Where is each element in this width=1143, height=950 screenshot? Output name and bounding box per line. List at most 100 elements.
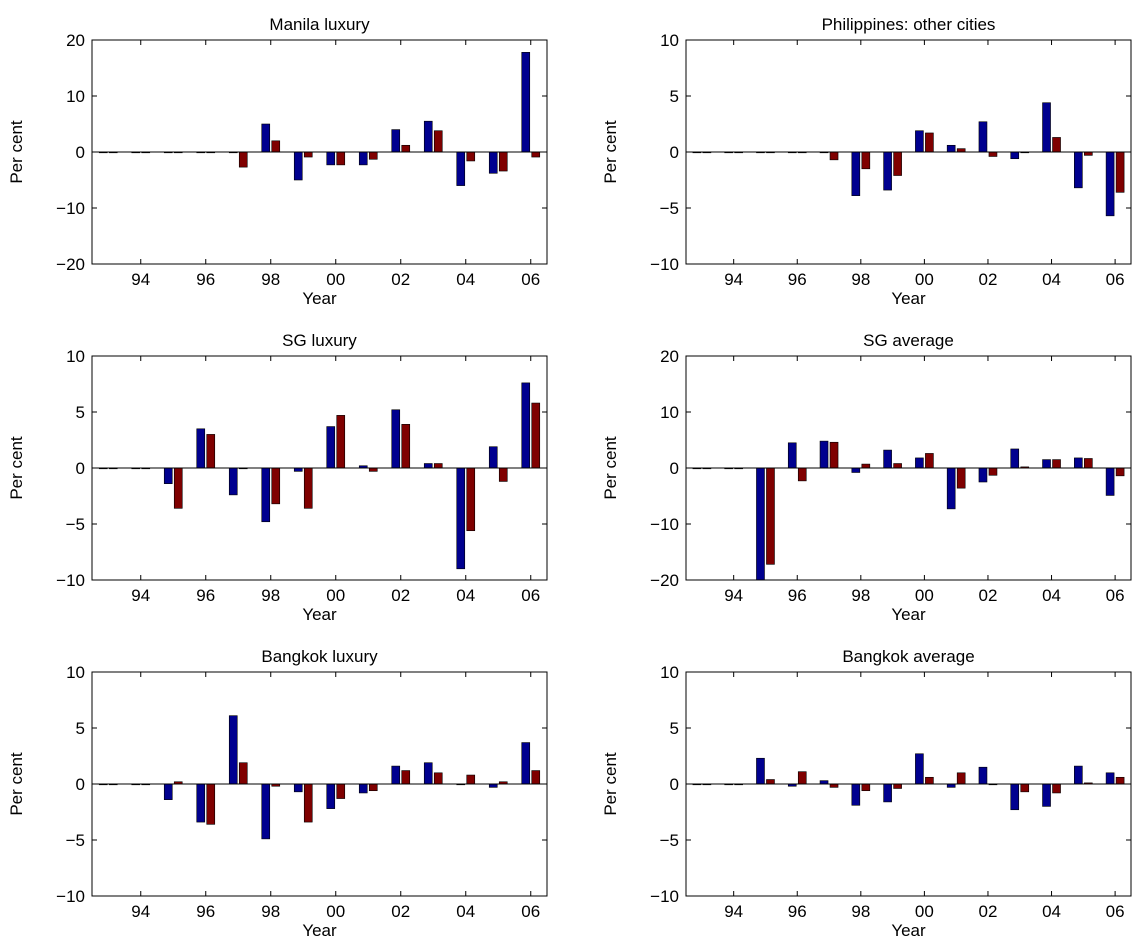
bar-series-1-04 [456,151,466,186]
bar-series-2-97 [238,762,248,785]
bar-series-1-02 [391,409,401,469]
bar-series-1-04 [1042,783,1051,807]
bar-series-1-02 [391,765,401,785]
bar-series-1-95 [756,757,765,785]
bar-series-2-06 [1115,467,1125,477]
x-tick-label: 94 [131,270,150,289]
bar-series-2-99 [893,151,902,176]
bar-series-2-97 [238,151,248,168]
x-tick-label: 02 [391,270,410,289]
y-tick-label: 10 [660,663,679,682]
bar-series-2-04 [1052,137,1061,153]
x-tick-label: 96 [196,270,215,289]
chart-panel-1: −20 −10 0 10 20 94 96 98 00 02 04 06 Manila luxury Ye… [7,15,548,308]
bar-series-2-99 [303,783,313,823]
x-tick-label: 00 [326,586,345,605]
y-tick-label: 0 [76,775,85,794]
x-tick-label: 96 [788,902,807,921]
chart-panel-4: −20 −10 0 10 20 94 96 98 00 02 04 06 SG average Year P… [601,331,1132,624]
x-tick-label: 98 [851,902,870,921]
y-tick-label: 10 [66,87,85,106]
chart-title: Manila luxury [269,15,370,34]
bar-series-2-06 [531,770,541,785]
y-axis-label: Per cent [7,752,26,816]
x-tick-label: 94 [724,902,743,921]
y-tick-label: −10 [56,571,85,590]
x-tick-label: 98 [851,270,870,289]
x-tick-label: 02 [979,270,998,289]
bar-series-1-03 [423,120,433,153]
bar-series-1-00 [326,151,336,166]
bar-series-1-97 [819,780,829,785]
x-tick-label: 04 [456,270,475,289]
bar-series-2-04 [466,151,476,162]
x-tick-label: 04 [1042,902,1061,921]
bar-series-2-95 [173,467,183,509]
x-axis-label: Year [302,289,337,308]
x-tick-label: 06 [1106,902,1125,921]
bar-series-1-00 [915,130,924,153]
y-tick-label: 10 [660,403,679,422]
bar-series-2-01 [368,783,378,792]
bar-series-1-98 [851,783,861,806]
chart-panel-3: −10 −5 0 5 10 94 96 98 00 02 04 06 SG luxury Year Per … [7,331,548,624]
y-tick-label: −5 [66,831,85,850]
x-axis-label: Year [302,921,337,940]
y-tick-label: −10 [650,515,679,534]
bar-series-2-99 [303,467,313,509]
bar-series-1-97 [228,715,238,785]
bar-series-2-99 [893,783,902,789]
bar-series-1-99 [293,467,303,472]
bar-series-1-00 [326,783,336,809]
x-tick-label: 00 [915,270,934,289]
bar-series-1-98 [261,467,271,523]
bar-series-2-98 [861,151,871,170]
y-axis-label: Per cent [7,120,26,184]
bar-series-2-06 [1115,151,1125,193]
x-axis-label: Year [891,605,926,624]
bar-series-1-97 [819,440,829,469]
bar-series-2-96 [797,771,807,785]
y-tick-label: 0 [76,459,85,478]
chart-panel-2: −10 −5 0 5 10 94 96 98 00 02 04 06 Philippines: othe… [601,15,1132,308]
x-tick-label: 00 [326,270,345,289]
x-tick-label: 96 [788,270,807,289]
bar-series-2-96 [206,783,216,825]
chart-title: Bangkok average [842,647,974,666]
y-tick-label: −10 [56,887,85,906]
x-tick-label: 96 [196,586,215,605]
bar-series-1-98 [851,467,861,473]
bar-series-1-04 [1042,459,1051,469]
bar-series-1-01 [946,467,956,510]
x-tick-label: 02 [391,902,410,921]
bar-series-1-06 [521,742,531,785]
bar-series-2-02 [988,151,998,157]
x-tick-label: 06 [521,270,540,289]
bar-series-1-03 [423,463,433,469]
bar-series-1-00 [915,457,924,469]
bar-series-2-02 [401,144,411,153]
bar-series-2-03 [433,130,443,153]
bar-series-1-99 [883,783,892,803]
x-tick-label: 04 [1042,586,1061,605]
bar-series-2-06 [531,402,541,469]
x-tick-label: 02 [979,586,998,605]
bar-series-2-97 [829,783,839,788]
y-tick-label: −20 [56,255,85,274]
bar-series-1-99 [293,783,303,793]
bar-series-2-95 [766,779,775,785]
bar-series-1-03 [423,762,433,785]
bar-series-2-98 [861,463,871,469]
x-tick-label: 98 [261,902,280,921]
y-tick-label: 5 [670,719,679,738]
bar-series-1-05 [1074,151,1083,189]
chart-title: Philippines: other cities [822,15,996,34]
bar-series-1-01 [358,151,368,166]
x-axis-label: Year [891,289,926,308]
bar-series-1-01 [946,144,956,153]
y-tick-label: −5 [66,515,85,534]
x-tick-label: 06 [1106,586,1125,605]
bar-series-1-03 [1010,151,1020,160]
bar-series-2-98 [861,783,871,792]
bar-series-2-98 [271,140,281,153]
